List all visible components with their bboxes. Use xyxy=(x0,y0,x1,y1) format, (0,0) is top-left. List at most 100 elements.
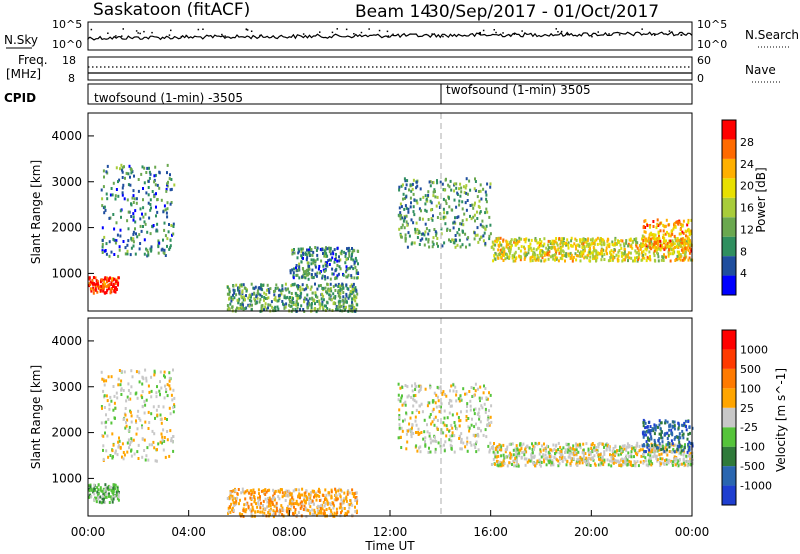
scatter-point xyxy=(135,197,138,201)
scatter-point xyxy=(108,407,111,411)
scatter-point xyxy=(113,277,116,281)
scatter-point xyxy=(678,232,681,236)
scatter-point xyxy=(652,225,655,228)
scatter-point xyxy=(312,261,315,265)
scatter-point xyxy=(110,283,113,286)
scatter-point xyxy=(446,228,448,232)
scatter-point xyxy=(659,244,662,248)
scatter-point xyxy=(154,173,157,177)
scatter-point xyxy=(498,253,501,257)
scatter-point xyxy=(251,505,254,509)
scatter-point xyxy=(111,490,114,494)
scatter-point xyxy=(532,251,535,254)
scatter-point xyxy=(149,198,152,202)
scatter-point xyxy=(672,251,675,255)
scatter-point xyxy=(405,195,408,199)
scatter-point xyxy=(143,400,146,404)
scatter-point xyxy=(355,271,358,275)
scatter-point xyxy=(119,228,122,232)
scatter-point xyxy=(449,239,452,243)
scatter-point xyxy=(681,230,684,234)
scatter-point xyxy=(325,263,328,267)
scatter-point xyxy=(621,254,624,258)
scatter-point xyxy=(472,386,475,390)
scatter-point xyxy=(495,455,498,459)
scatter-point xyxy=(470,217,473,221)
scatter-point xyxy=(630,455,633,459)
scatter-point xyxy=(671,239,674,243)
scatter-point xyxy=(122,457,125,461)
scatter-point xyxy=(157,442,160,446)
scatter-point xyxy=(348,503,351,507)
scatter-point xyxy=(638,252,641,256)
scatter-point xyxy=(129,443,131,447)
scatter-point xyxy=(649,246,652,250)
scatter-point xyxy=(269,287,272,291)
scatter-point xyxy=(679,436,682,440)
scatter-point xyxy=(418,216,421,220)
scatter-point xyxy=(325,304,327,308)
scatter-point xyxy=(667,254,670,258)
scatter-point xyxy=(510,455,513,459)
scatter-point xyxy=(677,246,680,249)
power-cbar-label: Power [dB] xyxy=(754,167,768,232)
scatter-point xyxy=(127,183,130,187)
scatter-point xyxy=(404,179,407,183)
scatter-point xyxy=(235,293,238,297)
scatter-point xyxy=(105,192,108,196)
scatter-point xyxy=(621,449,624,453)
scatter-point xyxy=(313,307,316,311)
scatter-point xyxy=(653,452,656,456)
scatter-point xyxy=(103,421,106,425)
scatter-point xyxy=(315,513,318,517)
scatter-point xyxy=(290,292,293,295)
nsearch-point xyxy=(387,35,390,37)
scatter-point xyxy=(457,215,460,219)
scatter-point xyxy=(561,253,564,257)
scatter-point xyxy=(289,508,292,511)
scatter-point xyxy=(669,259,672,263)
scatter-point xyxy=(603,258,606,261)
scatter-point xyxy=(679,448,681,452)
scatter-point xyxy=(311,508,314,512)
scatter-point xyxy=(569,462,572,466)
scatter-point xyxy=(431,208,434,211)
scatter-point xyxy=(105,413,107,417)
scatter-point xyxy=(659,248,662,252)
scatter-point xyxy=(347,502,350,506)
scatter-point xyxy=(470,443,473,447)
scatter-point xyxy=(460,439,463,443)
scatter-point xyxy=(553,239,556,243)
scatter-point xyxy=(599,453,602,457)
scatter-point xyxy=(520,447,523,451)
scatter-point xyxy=(230,295,233,299)
scatter-point xyxy=(629,460,632,464)
scatter-point xyxy=(243,286,246,290)
scatter-point xyxy=(676,258,679,262)
scatter-point xyxy=(538,458,541,462)
scatter-point xyxy=(536,459,539,463)
scatter-point xyxy=(543,253,546,257)
scatter-point xyxy=(448,429,450,433)
scatter-point xyxy=(485,435,488,439)
scatter-point xyxy=(354,256,357,260)
scatter-point xyxy=(132,194,135,198)
scatter-point xyxy=(427,218,430,221)
scatter-point xyxy=(308,303,311,307)
scatter-point xyxy=(240,283,243,287)
scatter-point xyxy=(274,512,277,516)
scatter-point xyxy=(291,502,294,506)
scatter-point xyxy=(589,255,592,259)
scatter-point xyxy=(478,407,481,411)
scatter-point xyxy=(657,438,660,442)
scatter-point xyxy=(453,421,456,424)
scatter-point xyxy=(648,420,651,424)
scatter-point xyxy=(354,499,357,502)
scatter-point xyxy=(613,248,616,251)
scatter-point xyxy=(593,241,596,245)
scatter-point xyxy=(459,245,462,249)
scatter-point xyxy=(664,243,667,247)
scatter-point xyxy=(635,444,638,448)
scatter-point xyxy=(554,256,557,260)
